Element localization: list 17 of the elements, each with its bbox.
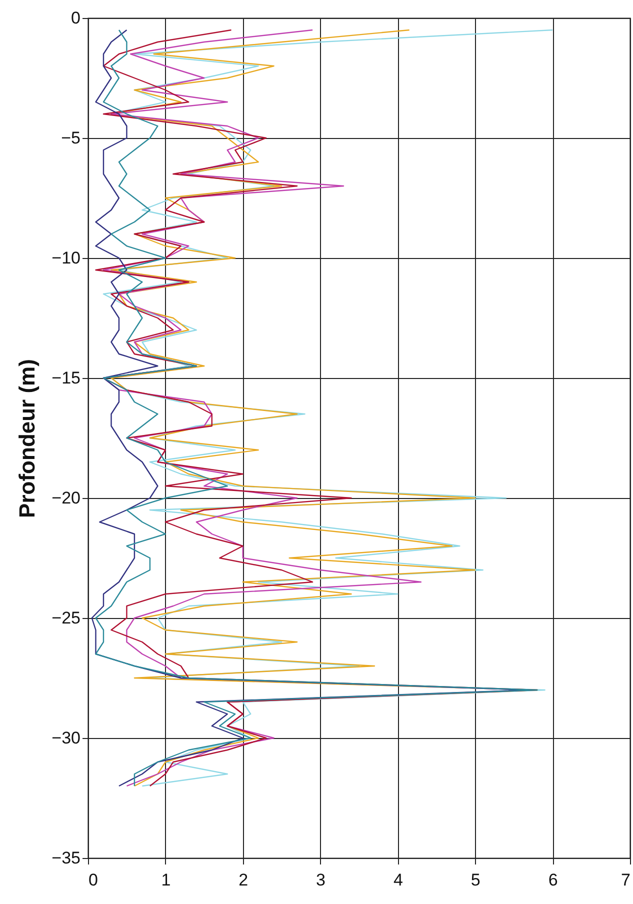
x-tick-label: 7 <box>621 870 630 890</box>
y-tick-label: −30 <box>52 728 80 748</box>
x-tick-label: 3 <box>316 870 326 890</box>
y-tick-label: −25 <box>52 608 80 628</box>
y-axis-title: Profondeur (m) <box>14 359 40 518</box>
y-tick-label: −5 <box>61 128 80 148</box>
x-tick-label: 2 <box>238 870 248 890</box>
y-tick-label: −20 <box>52 488 80 508</box>
y-tick-label: −15 <box>52 368 80 388</box>
y-tick-label: 0 <box>71 8 80 28</box>
x-tick-label: 1 <box>161 870 171 890</box>
x-tick-label: 4 <box>393 870 403 890</box>
x-tick-label: 5 <box>470 870 480 890</box>
x-tick-label: 0 <box>88 870 98 890</box>
x-tick-label: 6 <box>548 870 558 890</box>
y-tick-label: −35 <box>52 848 80 868</box>
y-tick-label: −10 <box>52 248 80 268</box>
